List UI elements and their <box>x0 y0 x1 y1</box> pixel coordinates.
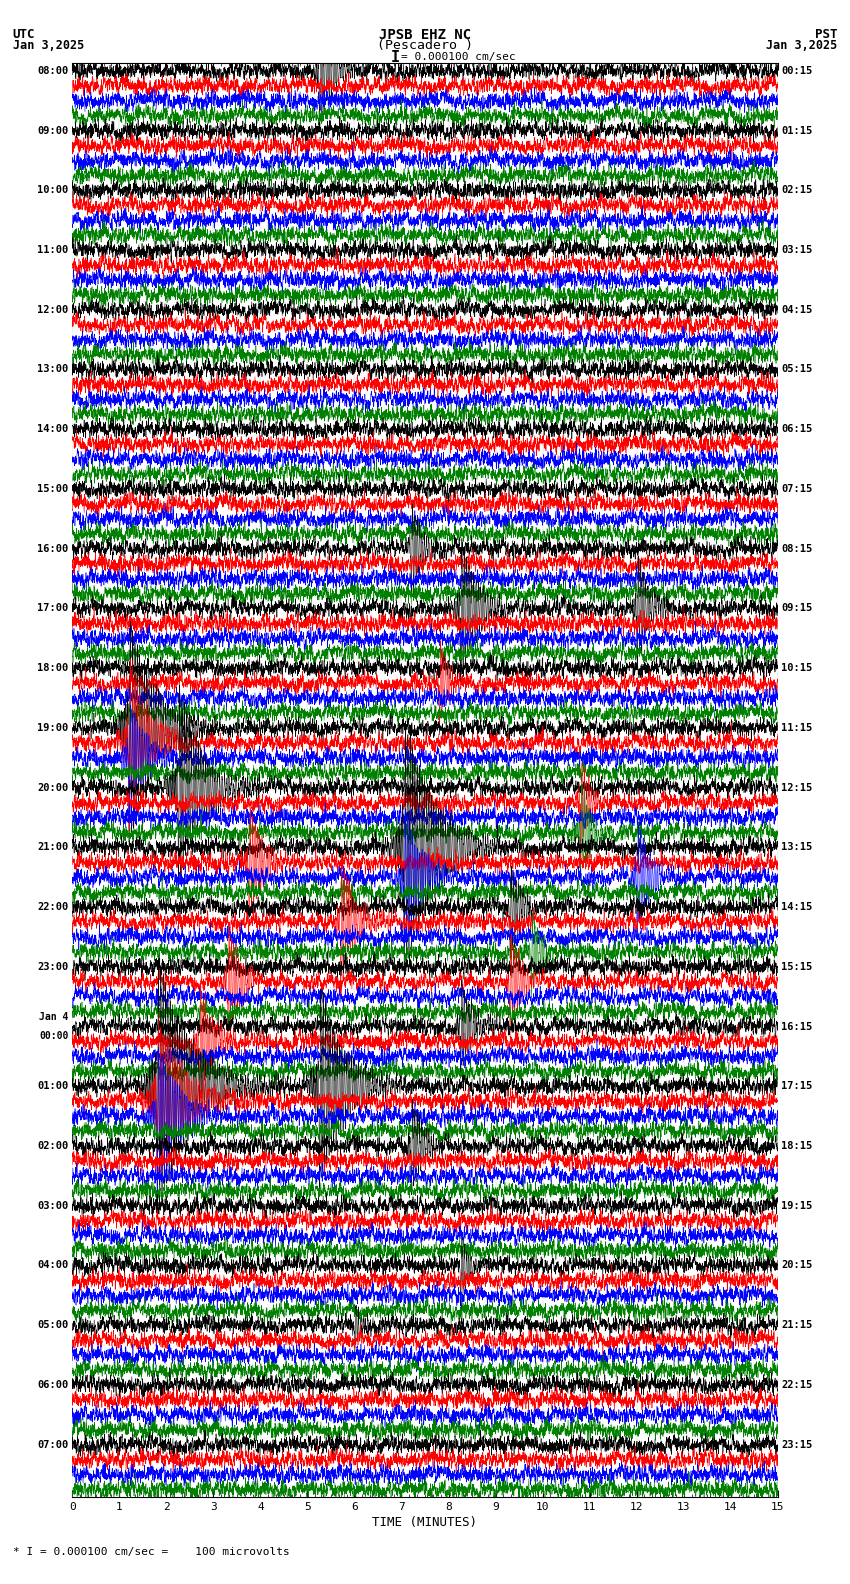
Text: 01:15: 01:15 <box>781 125 813 136</box>
Text: 22:00: 22:00 <box>37 901 69 912</box>
Text: I: I <box>391 49 400 65</box>
Text: 19:15: 19:15 <box>781 1201 813 1210</box>
Text: 14:15: 14:15 <box>781 901 813 912</box>
Text: JPSB EHZ NC: JPSB EHZ NC <box>379 29 471 41</box>
Text: 19:00: 19:00 <box>37 722 69 733</box>
Text: 13:15: 13:15 <box>781 843 813 852</box>
Text: 02:15: 02:15 <box>781 185 813 195</box>
Text: 23:15: 23:15 <box>781 1440 813 1449</box>
Text: 01:00: 01:00 <box>37 1082 69 1091</box>
Text: * I = 0.000100 cm/sec =    100 microvolts: * I = 0.000100 cm/sec = 100 microvolts <box>13 1548 290 1557</box>
Text: 02:00: 02:00 <box>37 1140 69 1152</box>
Text: 16:15: 16:15 <box>781 1022 813 1031</box>
Text: 09:00: 09:00 <box>37 125 69 136</box>
Text: 04:15: 04:15 <box>781 304 813 315</box>
Text: 17:00: 17:00 <box>37 604 69 613</box>
Text: 04:00: 04:00 <box>37 1261 69 1270</box>
Text: 03:15: 03:15 <box>781 246 813 255</box>
Text: 00:00: 00:00 <box>39 1031 69 1041</box>
Text: 06:15: 06:15 <box>781 425 813 434</box>
Text: 07:00: 07:00 <box>37 1440 69 1449</box>
Text: 20:00: 20:00 <box>37 782 69 792</box>
Text: UTC: UTC <box>13 29 35 41</box>
Text: 00:15: 00:15 <box>781 67 813 76</box>
Text: Jan 3,2025: Jan 3,2025 <box>13 40 84 52</box>
X-axis label: TIME (MINUTES): TIME (MINUTES) <box>372 1516 478 1529</box>
Text: (Pescadero ): (Pescadero ) <box>377 40 473 52</box>
Text: 10:00: 10:00 <box>37 185 69 195</box>
Text: 15:15: 15:15 <box>781 961 813 971</box>
Text: Jan 4: Jan 4 <box>39 1012 69 1022</box>
Text: 07:15: 07:15 <box>781 485 813 494</box>
Text: PST: PST <box>815 29 837 41</box>
Text: 09:15: 09:15 <box>781 604 813 613</box>
Text: 15:00: 15:00 <box>37 485 69 494</box>
Text: = 0.000100 cm/sec: = 0.000100 cm/sec <box>401 52 516 62</box>
Text: 16:00: 16:00 <box>37 543 69 554</box>
Text: 18:15: 18:15 <box>781 1140 813 1152</box>
Text: 21:15: 21:15 <box>781 1319 813 1331</box>
Text: Jan 3,2025: Jan 3,2025 <box>766 40 837 52</box>
Text: 11:15: 11:15 <box>781 722 813 733</box>
Text: 13:00: 13:00 <box>37 364 69 374</box>
Text: 20:15: 20:15 <box>781 1261 813 1270</box>
Text: 21:00: 21:00 <box>37 843 69 852</box>
Text: 10:15: 10:15 <box>781 664 813 673</box>
Text: 23:00: 23:00 <box>37 961 69 971</box>
Text: 18:00: 18:00 <box>37 664 69 673</box>
Text: 08:00: 08:00 <box>37 67 69 76</box>
Text: 05:15: 05:15 <box>781 364 813 374</box>
Text: 03:00: 03:00 <box>37 1201 69 1210</box>
Text: 05:00: 05:00 <box>37 1319 69 1331</box>
Text: 12:15: 12:15 <box>781 782 813 792</box>
Text: 22:15: 22:15 <box>781 1380 813 1389</box>
Text: 14:00: 14:00 <box>37 425 69 434</box>
Text: 06:00: 06:00 <box>37 1380 69 1389</box>
Text: 17:15: 17:15 <box>781 1082 813 1091</box>
Text: 12:00: 12:00 <box>37 304 69 315</box>
Text: 08:15: 08:15 <box>781 543 813 554</box>
Text: 11:00: 11:00 <box>37 246 69 255</box>
